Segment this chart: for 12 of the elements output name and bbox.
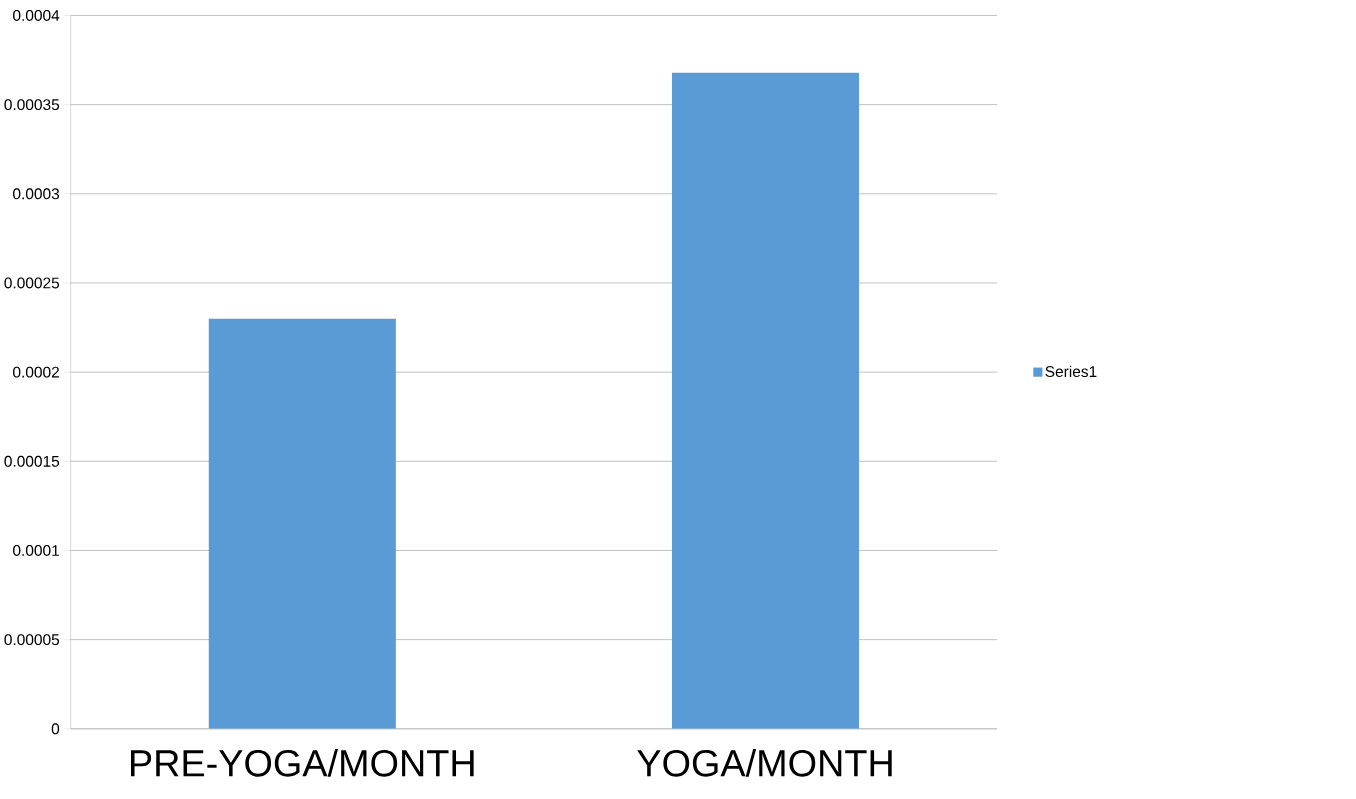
y-tick-label: 0 <box>51 723 60 735</box>
y-tick-label: 0.0001 <box>13 544 59 556</box>
y-tick-label: 0.00025 <box>4 277 60 289</box>
y-tick-label: 0.00005 <box>4 634 60 645</box>
y-tick-label: 0.0003 <box>13 188 60 200</box>
x-tick-label: PRE-YOGA/MONTH <box>131 748 474 777</box>
legend-label: Series1 <box>1045 365 1097 377</box>
x-tick-label: YOGA/MONTH <box>637 748 892 777</box>
y-tick-label: 0.00035 <box>4 99 60 110</box>
y-tick-label: 0.00015 <box>4 455 60 467</box>
y-tick-label: 0.0002 <box>13 366 59 378</box>
y-tick-label: 0.0004 <box>13 9 60 21</box>
